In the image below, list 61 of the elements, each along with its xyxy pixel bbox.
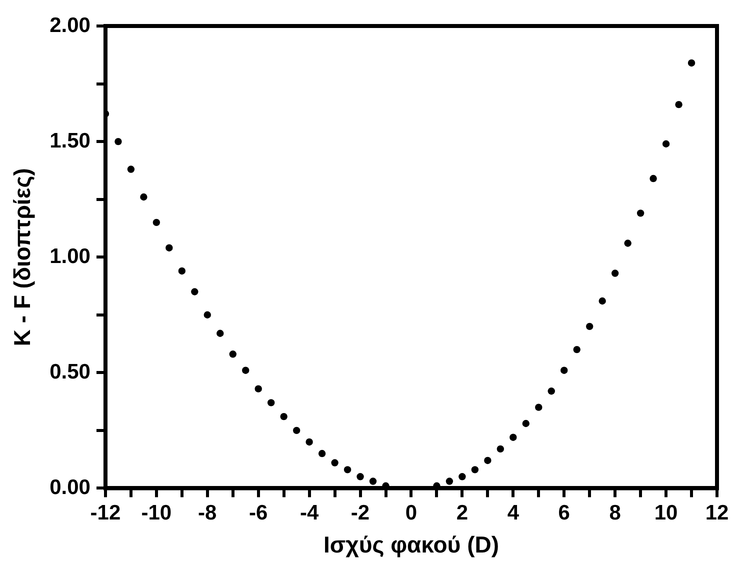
y-axis-title: K - F (διοπτρίες)	[9, 168, 36, 346]
point	[242, 366, 250, 374]
point	[688, 59, 696, 67]
point	[331, 459, 338, 466]
point	[650, 174, 657, 182]
point	[166, 244, 173, 252]
point	[586, 322, 594, 330]
point	[140, 193, 148, 201]
x-tick-label: -10	[141, 502, 172, 525]
point	[344, 466, 352, 474]
x-tick-label: 2	[456, 502, 468, 525]
y-tick-label: 0.00	[50, 476, 90, 499]
point	[254, 385, 262, 392]
point	[675, 100, 682, 108]
point	[611, 270, 619, 277]
x-tick-label: 12	[705, 502, 729, 525]
point	[267, 399, 275, 406]
y-tick-label: 1.50	[50, 129, 90, 152]
x-tick-label: -2	[350, 502, 370, 525]
point	[496, 445, 504, 453]
x-tick-label: 0	[405, 502, 418, 525]
y-tick-label: 0.50	[50, 360, 90, 384]
point	[662, 140, 670, 148]
point	[280, 412, 288, 420]
point	[624, 240, 632, 247]
point	[152, 218, 160, 226]
point	[560, 366, 568, 374]
y-tick-label: 1.00	[50, 244, 90, 268]
point	[292, 426, 300, 434]
point	[204, 311, 211, 318]
point	[510, 434, 517, 441]
x-tick-label: -8	[198, 502, 218, 525]
point	[191, 288, 198, 296]
point	[178, 267, 186, 275]
x-tick-label: -6	[249, 502, 268, 525]
point	[114, 138, 122, 146]
point	[548, 388, 555, 395]
point	[573, 346, 580, 354]
y-tick-label: 2.00	[50, 14, 90, 37]
point	[306, 438, 313, 446]
x-axis-title: Ισχύς φακού (D)	[323, 532, 499, 558]
x-tick-label: 8	[609, 502, 622, 525]
point	[598, 297, 606, 305]
point	[522, 420, 530, 428]
x-tick-label: -4	[300, 502, 319, 525]
point	[471, 466, 479, 474]
point	[446, 478, 454, 485]
x-tick-label: 4	[507, 502, 520, 525]
point	[127, 166, 135, 173]
point	[356, 473, 364, 480]
point	[369, 478, 377, 485]
point	[484, 456, 492, 464]
x-tick-label: 10	[654, 502, 678, 525]
point	[458, 473, 466, 480]
point	[535, 404, 542, 411]
point	[636, 210, 644, 217]
x-tick-label: -12	[90, 502, 121, 525]
x-tick-label: 6	[558, 502, 570, 525]
point	[229, 350, 236, 358]
point	[318, 450, 326, 458]
point	[216, 330, 224, 337]
